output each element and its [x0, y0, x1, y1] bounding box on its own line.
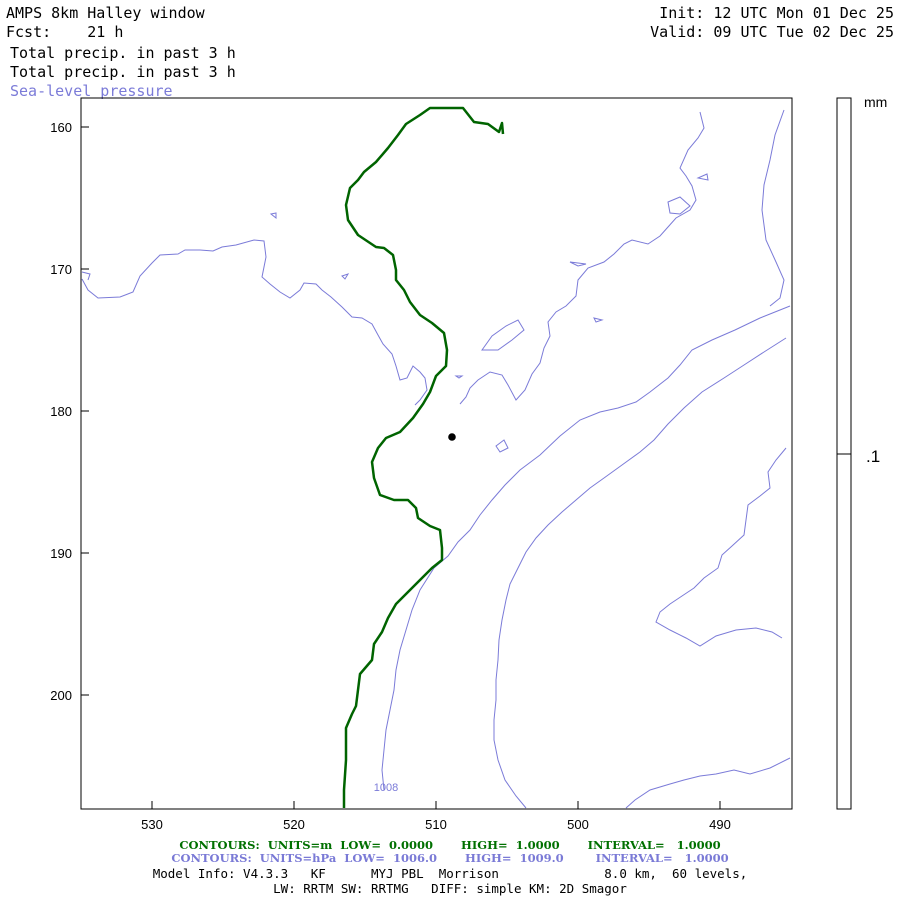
y-tick-label-180: 180: [50, 404, 72, 419]
colorbar-level-label: .1: [866, 447, 880, 466]
x-tick-label-510: 510: [425, 817, 447, 832]
forecast-value: 21 h: [87, 23, 124, 41]
pressure-contour-island-d: [593, 317, 604, 323]
axis-labels: 530 520 510 500 490 160 170 180 190 200: [50, 120, 731, 832]
pressure-contour-east-edge: [761, 109, 785, 307]
y-tick-label-190: 190: [50, 546, 72, 561]
pressure-contour-1008: [381, 305, 791, 791]
field-label-2: Total precip. in past 3 h: [10, 63, 236, 81]
x-tick-label-530: 530: [141, 817, 163, 832]
valid-value: 09 UTC Tue 02 Dec 25: [713, 23, 894, 41]
model-info: Model Info: V4.3.3 KF MYJ PBL Morrison 8…: [152, 866, 748, 881]
y-tick-label-170: 170: [50, 262, 72, 277]
physics-info: LW: RRTM SW: RRTMG DIFF: simple KM: 2D S…: [273, 881, 627, 896]
model-title: AMPS 8km Halley window: [6, 4, 205, 22]
pressure-contour-east-low: [655, 447, 787, 647]
valid-label: Valid:: [650, 23, 705, 41]
field-label-3: Sea-level pressure: [10, 82, 173, 100]
pressure-contour-coast: [81, 239, 428, 406]
pressure-contour-island-f: [269, 212, 277, 220]
colorbar: mm .1: [836, 94, 887, 810]
pressure-contour-label: 1008: [374, 782, 398, 794]
pressure-contour-island-c: [569, 261, 587, 267]
pressure-contour-island-g: [341, 273, 350, 280]
pressure-contour-info: CONTOURS: UNITS=hPa LOW= 1006.0 HIGH= 10…: [171, 851, 729, 865]
pressure-contour-island-a: [667, 196, 691, 215]
pressure-contour-island-north: [481, 319, 525, 351]
y-tick-label-200: 200: [50, 688, 72, 703]
pressure-contour-west-tail: [81, 271, 91, 281]
axis-ticks: [81, 126, 721, 809]
init-value: 12 UTC Mon 01 Dec 25: [713, 4, 894, 22]
x-tick-label-500: 500: [567, 817, 589, 832]
pressure-contour-coast-east: [459, 111, 705, 405]
pressure-contour-island-e: [495, 439, 509, 453]
pressure-contour-southeast: [625, 757, 791, 809]
x-tick-label-520: 520: [283, 817, 305, 832]
station-marker: [448, 433, 456, 441]
x-tick-label-490: 490: [709, 817, 731, 832]
forecast-label: Fcst:: [6, 23, 52, 41]
pressure-contour-island-b: [696, 173, 709, 181]
header-left: AMPS 8km Halley window Fcst: 21 h: [6, 4, 205, 42]
pressure-contour-island-h: [454, 375, 464, 379]
pressure-contour-1007: [493, 337, 787, 809]
terrain-contour: [342, 106, 505, 808]
y-tick-label-160: 160: [50, 120, 72, 135]
terrain-contour-info: CONTOURS: UNITS=m LOW= 0.0000 HIGH= 1.00…: [179, 838, 721, 852]
header-right: Init: 12 UTC Mon 01 Dec 25 Valid: 09 UTC…: [650, 4, 894, 42]
pressure-contours: [81, 109, 791, 809]
plot-frame: [80, 97, 793, 810]
colorbar-units: mm: [864, 94, 887, 110]
field-label-1: Total precip. in past 3 h: [10, 44, 236, 62]
init-label: Init:: [659, 4, 705, 22]
